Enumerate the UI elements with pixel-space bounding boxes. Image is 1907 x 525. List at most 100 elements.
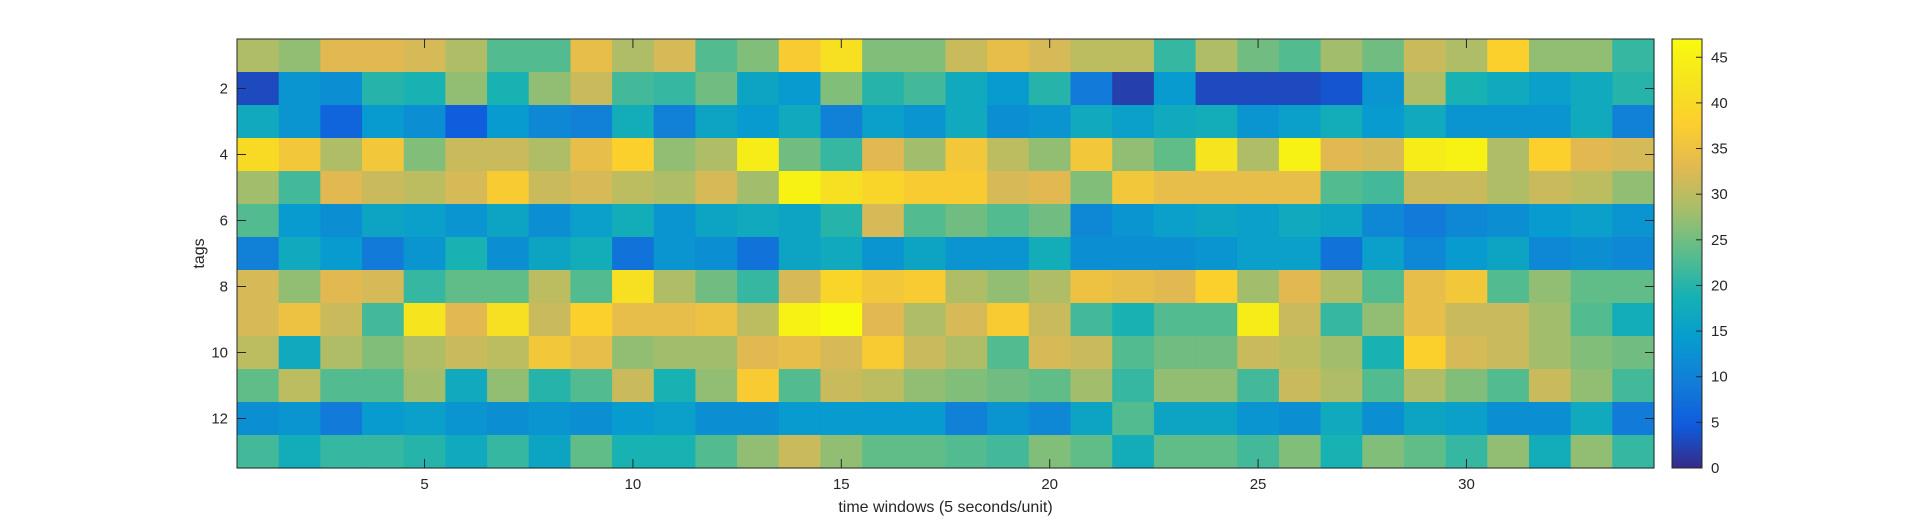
heatmap-cell — [1195, 402, 1238, 436]
heatmap-cell — [820, 171, 863, 205]
heatmap-cell — [653, 402, 697, 436]
heatmap-cell — [1487, 105, 1530, 139]
heatmap-cell — [278, 303, 321, 337]
heatmap-cell — [987, 369, 1030, 403]
heatmap-cell — [320, 237, 363, 271]
heatmap-cell — [403, 204, 446, 238]
colorbar-tick-label: 5 — [1711, 414, 1719, 431]
colorbar-tick-label: 20 — [1711, 277, 1728, 294]
heatmap-cell — [570, 435, 613, 469]
heatmap-cell — [1278, 105, 1322, 139]
heatmap-cell — [1362, 369, 1405, 403]
heatmap-cell — [320, 435, 363, 469]
heatmap-cell — [320, 336, 363, 370]
heatmap-cell — [1487, 138, 1530, 172]
heatmap-cell — [1070, 402, 1113, 436]
heatmap-cell — [1070, 138, 1113, 172]
y-tick-label: 6 — [220, 213, 228, 230]
heatmap-cell — [862, 435, 905, 469]
colorbar-ticks: 0 5 10 15 20 25 30 35 40 45 — [1696, 49, 1728, 477]
heatmap-cell — [862, 303, 905, 337]
heatmap-cell — [737, 303, 780, 337]
heatmap-cell — [1362, 336, 1405, 370]
heatmap-cell — [403, 336, 446, 370]
heatmap-cell — [570, 402, 613, 436]
heatmap-cell — [1195, 171, 1238, 205]
colorbar-tick-label: 30 — [1711, 186, 1728, 203]
heatmap-cell — [528, 39, 572, 73]
heatmap-cell — [862, 105, 905, 139]
heatmap-cell — [653, 336, 697, 370]
heatmap-cell — [1403, 369, 1447, 403]
heatmap-cell — [570, 336, 613, 370]
heatmap-cell — [528, 435, 572, 469]
heatmap-cell — [528, 204, 572, 238]
heatmap-cell — [1320, 336, 1363, 370]
heatmap-cell — [1487, 237, 1530, 271]
heatmap-cell — [903, 138, 947, 172]
heatmap-cell — [778, 369, 822, 403]
heatmap-cell — [1487, 336, 1530, 370]
heatmap-cell — [1362, 171, 1405, 205]
heatmap-cell — [1028, 303, 1072, 337]
heatmap-cell — [987, 237, 1030, 271]
heatmap-cell — [403, 72, 446, 106]
heatmap-cell — [1278, 303, 1322, 337]
heatmap-cell — [487, 72, 530, 106]
heatmap-cell — [1028, 72, 1072, 106]
colorbar-tick-label: 45 — [1711, 49, 1728, 66]
heatmap-cell — [1320, 237, 1363, 271]
heatmap-cell — [1612, 171, 1655, 205]
y-tick-label: 12 — [211, 411, 228, 428]
heatmap-cell — [1320, 105, 1363, 139]
heatmap-cell — [1403, 204, 1447, 238]
heatmap-cell — [737, 105, 780, 139]
heatmap-cell — [528, 303, 572, 337]
heatmap-cell — [612, 138, 655, 172]
heatmap-cell — [987, 336, 1030, 370]
heatmap-cell — [1153, 336, 1197, 370]
heatmap-cell — [487, 336, 530, 370]
heatmap-cell — [362, 39, 405, 73]
heatmap-cell — [1528, 336, 1572, 370]
heatmap-cell — [1195, 336, 1238, 370]
heatmap-cell — [445, 270, 488, 304]
heatmap-cell — [737, 39, 780, 73]
heatmap-cell — [362, 138, 405, 172]
heatmap-cell — [1278, 402, 1322, 436]
heatmap-cell — [1570, 72, 1613, 106]
heatmap-cell — [987, 204, 1030, 238]
heatmap-cell — [320, 204, 363, 238]
heatmap-cell — [487, 237, 530, 271]
heatmap-cells — [237, 39, 1655, 469]
heatmap-cell — [1112, 72, 1155, 106]
heatmap-cell — [945, 435, 988, 469]
heatmap-cell — [1320, 72, 1363, 106]
heatmap-cell — [737, 336, 780, 370]
heatmap-cell — [362, 336, 405, 370]
heatmap-cell — [1195, 72, 1238, 106]
heatmap-cell — [1112, 237, 1155, 271]
heatmap-cell — [1070, 39, 1113, 73]
heatmap-cell — [1403, 270, 1447, 304]
heatmap-cell — [695, 336, 738, 370]
heatmap-cell — [1237, 138, 1280, 172]
heatmap-cell — [237, 105, 280, 139]
heatmap-cell — [987, 138, 1030, 172]
heatmap-cell — [945, 237, 988, 271]
heatmap-cell — [1278, 39, 1322, 73]
colorbar-tick-label: 15 — [1711, 323, 1728, 340]
heatmap-cell — [362, 105, 405, 139]
heatmap-cell — [1445, 138, 1488, 172]
heatmap-cell — [903, 105, 947, 139]
heatmap-cell — [445, 435, 488, 469]
heatmap-cell — [1153, 237, 1197, 271]
heatmap-cell — [487, 204, 530, 238]
heatmap-cell — [903, 303, 947, 337]
heatmap-cell — [737, 270, 780, 304]
heatmap-cell — [612, 270, 655, 304]
heatmap-cell — [278, 336, 321, 370]
heatmap-cell — [653, 435, 697, 469]
heatmap-cell — [695, 435, 738, 469]
heatmap-cell — [778, 138, 822, 172]
